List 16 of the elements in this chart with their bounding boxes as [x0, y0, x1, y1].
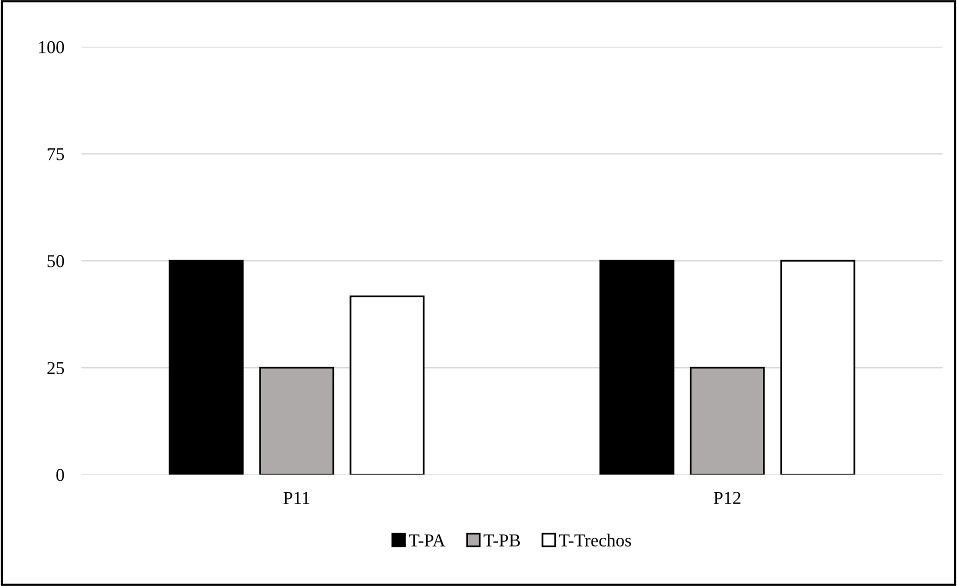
- bar: [690, 366, 765, 475]
- bar: [259, 366, 334, 475]
- y-tick-label: 25: [47, 362, 64, 374]
- legend-label: T-Trechos: [559, 534, 631, 547]
- bar: [168, 260, 244, 475]
- bar: [350, 295, 425, 475]
- x-tick-label: P11: [283, 492, 310, 504]
- x-tick-label: P12: [714, 492, 740, 504]
- y-tick-label: 0: [56, 468, 64, 482]
- y-tick-label: 75: [48, 148, 64, 160]
- bar: [780, 260, 856, 475]
- legend-label: T-PA: [408, 534, 446, 546]
- y-tick-label: 50: [48, 255, 64, 268]
- y-tick-label: 100: [39, 41, 64, 54]
- bar: [599, 260, 674, 475]
- legend-label: T-PB: [484, 534, 520, 546]
